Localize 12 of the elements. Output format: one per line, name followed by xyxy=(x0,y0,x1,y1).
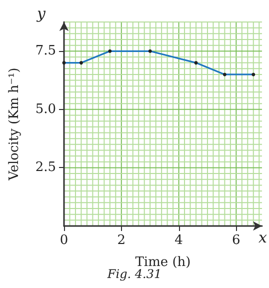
x-tick-label: 0 xyxy=(60,233,68,248)
y-tick-label: 2.5 xyxy=(35,160,56,176)
x-tick-label: 6 xyxy=(232,233,240,248)
x-tick-label: 2 xyxy=(117,233,126,248)
text: y xyxy=(36,4,46,22)
caption: Fig. 4.31 xyxy=(106,267,162,281)
y-axis-title: Velocity (Km h⁻¹) xyxy=(7,68,22,182)
x-axis-title: Time (h) xyxy=(135,255,191,270)
text: x xyxy=(258,228,268,246)
y-tick-label: 5.0 xyxy=(35,102,56,117)
x-tick-label: 4 xyxy=(174,233,183,248)
y-tick-label: 7.5 xyxy=(35,44,56,59)
